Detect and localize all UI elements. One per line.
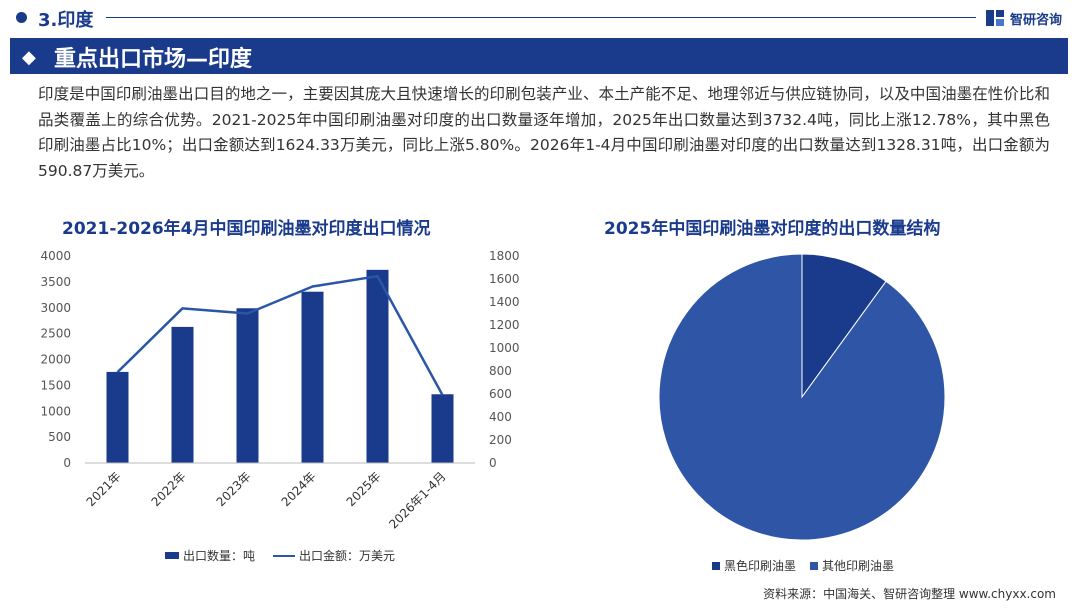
legend-black-label: 黑色印刷油墨 (724, 559, 797, 573)
header-rule (106, 17, 976, 18)
x-tick-label: 2024年 (279, 469, 319, 509)
y-right-tick-label: 800 (489, 364, 512, 378)
y-right-tick-label: 400 (489, 410, 512, 424)
brand-logo: 智研咨询 (985, 8, 1062, 28)
title-banner: ◆ 重点出口市场—印度 (10, 38, 1068, 74)
page-title: 重点出口市场—印度 (54, 47, 253, 72)
y-left-tick-label: 0 (63, 456, 71, 470)
x-tick-label: 2026年1-4月 (386, 469, 448, 531)
legend-other-swatch (810, 561, 819, 570)
x-tick-label: 2025年 (344, 469, 384, 509)
y-right-tick-label: 0 (489, 456, 497, 470)
quantity-bar (301, 291, 324, 463)
legend-amount-label: 出口金额：万美元 (299, 549, 396, 563)
quantity-bar (236, 308, 259, 463)
legend-other-label: 其他印刷油墨 (822, 559, 895, 573)
legend-bar-swatch (165, 552, 179, 559)
y-right-tick-label: 1800 (489, 249, 520, 263)
source-note: 资料来源：中国海关、智研咨询整理 www.chyxx.com (763, 587, 1056, 601)
y-right-tick-label: 1600 (489, 272, 520, 286)
legend-quantity-label: 出口数量：吨 (183, 549, 256, 563)
top-bar: 3.印度 智研咨询 (0, 0, 1080, 36)
legend-black-swatch (712, 561, 720, 570)
quantity-bar (366, 269, 389, 463)
y-left-tick-label: 500 (48, 430, 71, 444)
summary-paragraph: 印度是中国印刷油墨出口目的地之一，主要因其庞大且快速增长的印刷包装产业、本土产能… (38, 85, 1050, 180)
quantity-bar (431, 394, 454, 463)
quantity-bar (171, 326, 194, 463)
pie-chart-legend: 黑色印刷油墨 其他印刷油墨 (712, 557, 894, 574)
amount-line (116, 274, 444, 396)
y-left-tick-label: 2000 (40, 353, 71, 367)
y-right-tick-label: 200 (489, 433, 512, 447)
section-title: 3.印度 (38, 10, 94, 31)
y-left-tick-label: 2500 (40, 327, 71, 341)
y-right-tick-label: 1400 (489, 295, 520, 309)
y-left-tick-label: 3000 (40, 301, 71, 315)
x-tick-label: 2023年 (214, 469, 254, 509)
y-left-tick-label: 1000 (40, 404, 71, 418)
x-tick-label: 2021年 (84, 469, 124, 509)
bar-chart-legend: 出口数量：吨 出口金额：万美元 (165, 547, 395, 564)
section-dot-icon (16, 12, 27, 23)
diamond-arrow-icon: ◆ (22, 47, 36, 68)
pie-chart-title: 2025年中国印刷油墨对印度的出口数量结构 (604, 219, 941, 239)
y-right-tick-label: 1200 (489, 318, 520, 332)
y-right-tick-label: 1000 (489, 341, 520, 355)
bar-chart-title: 2021-2026年4月中国印刷油墨对印度出口情况 (62, 219, 431, 239)
legend-line-swatch (273, 554, 296, 557)
y-left-tick-label: 1500 (40, 378, 71, 392)
y-left-tick-label: 3500 (40, 275, 71, 289)
pie-slice (801, 253, 887, 399)
x-tick-label: 2022年 (149, 469, 189, 509)
y-left-tick-label: 4000 (40, 249, 71, 263)
brand-name: 智研咨询 (1009, 12, 1062, 28)
y-right-tick-label: 600 (489, 387, 512, 401)
brand-mark-icon (985, 10, 1004, 26)
quantity-bar (106, 371, 129, 463)
pie-slice (658, 253, 946, 541)
